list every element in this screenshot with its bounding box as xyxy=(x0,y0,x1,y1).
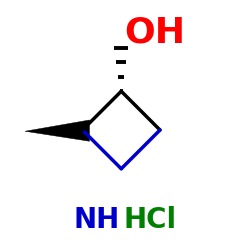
Text: NH: NH xyxy=(73,206,120,234)
Text: OH: OH xyxy=(124,16,186,50)
Text: HCl: HCl xyxy=(124,206,176,234)
Polygon shape xyxy=(25,120,90,141)
